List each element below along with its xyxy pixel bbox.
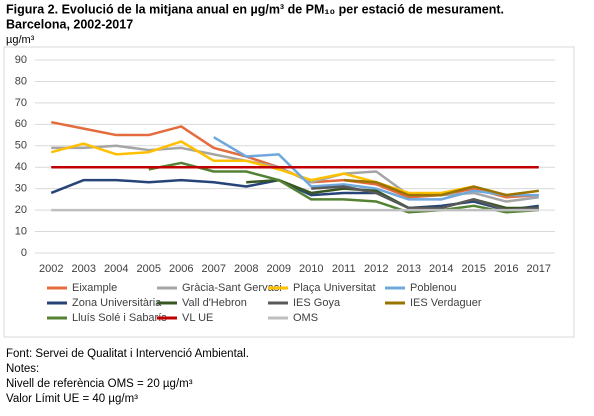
x-tick-label: 2013: [397, 263, 421, 275]
y-tick-label: 20: [15, 204, 27, 216]
legend-label: Plaça Universitat: [293, 282, 376, 294]
x-tick-label: 2017: [527, 263, 551, 275]
y-tick-label: 0: [21, 247, 27, 259]
series-line: [311, 185, 539, 212]
y-tick-label: 80: [15, 75, 27, 87]
legend-label: Zona Universitària: [72, 297, 162, 309]
notes-title: Notes:: [6, 363, 39, 375]
x-tick-label: 2006: [169, 263, 193, 275]
legend-label: Gràcia-Sant Gervasi: [182, 282, 282, 294]
x-tick-label: 2011: [332, 263, 356, 275]
x-tick-label: 2016: [494, 263, 518, 275]
x-tick-label: 2010: [299, 263, 323, 275]
x-tick-label: 2012: [364, 263, 388, 275]
y-tick-label: 40: [15, 161, 27, 173]
legend-label: OMS: [293, 312, 318, 324]
y-tick-label: 30: [15, 183, 27, 195]
chart-title: Figura 2. Evolució de la mitjana anual e…: [6, 2, 504, 16]
x-tick-label: 2007: [202, 263, 226, 275]
x-tick-label: 2008: [234, 263, 258, 275]
series-line: [148, 161, 539, 214]
legend-label: Lluís Solé i Sabarís: [72, 312, 167, 324]
y-tick-label: 60: [15, 118, 27, 130]
chart-subtitle: Barcelona, 2002-2017: [6, 17, 133, 31]
note: Valor Límit UE = 40 µg/m³: [6, 393, 138, 405]
x-tick-label: 2015: [462, 263, 486, 275]
series-line: [343, 178, 539, 197]
x-tick-label: 2004: [104, 263, 128, 275]
chart-frame: [3, 46, 575, 338]
y-tick-label: 50: [15, 140, 27, 152]
y-axis-label: µg/m³: [6, 34, 35, 46]
y-tick-label: 70: [15, 97, 27, 109]
x-tick-label: 2014: [429, 263, 453, 275]
legend-label: Vall d'Hebron: [182, 297, 247, 309]
legend-label: IES Goya: [293, 297, 341, 309]
series-line: [50, 178, 539, 212]
y-tick-label: 90: [15, 54, 27, 66]
legend-label: Poblenou: [410, 282, 457, 294]
legend-label: IES Verdaguer: [410, 297, 482, 309]
x-tick-label: 2009: [267, 263, 291, 275]
x-tick-label: 2005: [137, 263, 161, 275]
x-tick-label: 2002: [39, 263, 63, 275]
source: Font: Servei de Qualitat i Intervenció A…: [6, 348, 249, 360]
x-tick-label: 2003: [72, 263, 96, 275]
note: Nivell de referència OMS = 20 µg/m³: [6, 378, 193, 390]
legend-label: Eixample: [72, 282, 117, 294]
series-line: [213, 136, 539, 201]
legend-label: VL UE: [182, 312, 213, 324]
y-tick-label: 10: [15, 225, 27, 237]
